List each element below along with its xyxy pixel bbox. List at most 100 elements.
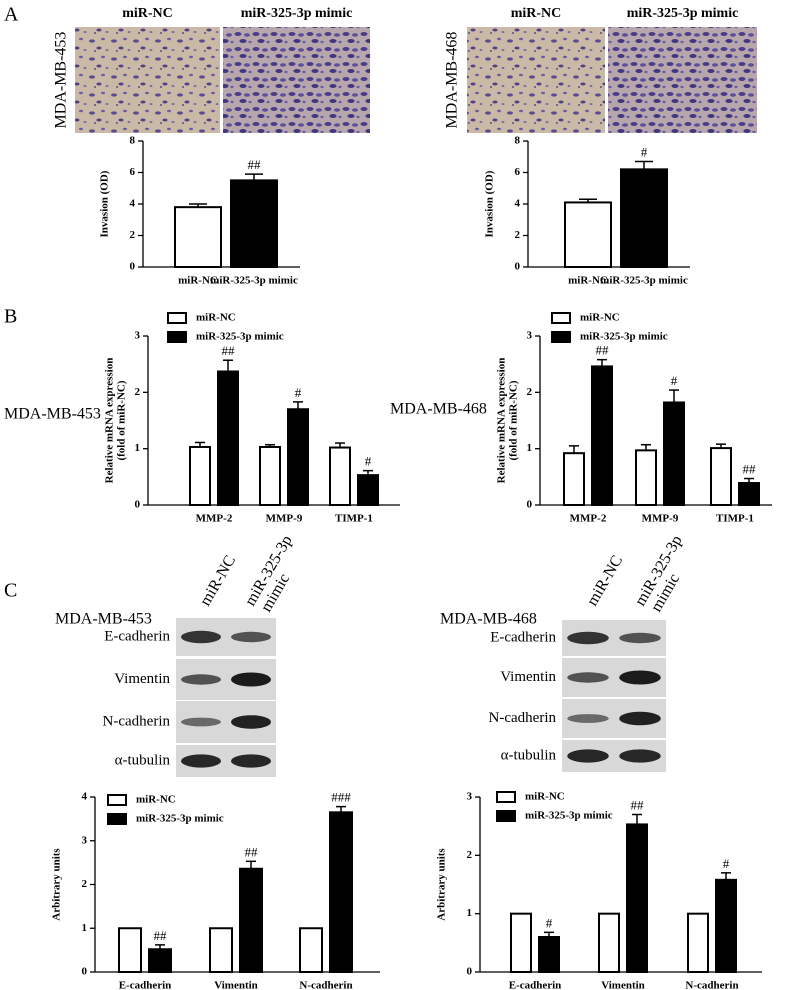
blot-band (181, 674, 221, 685)
bar (564, 201, 612, 268)
bar (663, 401, 685, 506)
legend-label: miR-NC (196, 312, 236, 324)
legend-label: miR-NC (580, 312, 620, 324)
x-tick-label: TIMP-1 (716, 513, 754, 525)
x-tick-label: TIMP-1 (335, 513, 373, 525)
blot-band (567, 749, 609, 763)
y-tick-label: 2 (527, 386, 533, 398)
significance-label: ## (631, 797, 645, 812)
legend-label: miR-325-3p mimic (196, 331, 284, 343)
bar (287, 408, 309, 507)
significance-label: ## (596, 343, 610, 358)
y-tick-label: 8 (130, 135, 136, 147)
x-tick-label: Vimentin (214, 980, 258, 990)
y-axis-label: Relative mRNA expression (496, 358, 508, 484)
bar (591, 365, 613, 507)
x-tick-label: MMP-2 (196, 513, 233, 525)
y-axis-label: (fold of miR-NC) (508, 380, 520, 460)
y-tick-label: 3 (527, 330, 533, 342)
cell-line-label: MDA-MB-468 (390, 401, 487, 418)
bar (118, 927, 142, 973)
x-tick-label: N-cadherin (685, 980, 738, 990)
blot-band (567, 631, 609, 645)
significance-label: ## (245, 844, 259, 859)
y-tick-label: 2 (135, 386, 141, 398)
y-tick-label: 0 (135, 499, 141, 511)
blot-band (567, 672, 609, 683)
micrograph-label: miR-325-3p mimic (627, 6, 739, 21)
legend-label: miR-NC (525, 791, 565, 803)
significance-label: # (546, 915, 553, 930)
significance-label: ## (743, 462, 757, 477)
y-tick-label: 6 (515, 166, 521, 178)
y-tick-label: 4 (130, 198, 136, 210)
blot-band (619, 670, 661, 685)
x-tick-label: E-cadherin (509, 980, 562, 990)
x-tick-label: miR-325-3p mimic (210, 275, 298, 287)
blot-band (181, 717, 221, 727)
x-tick-label: miR-325-3p mimic (600, 275, 688, 287)
blot-band (181, 754, 221, 768)
significance-label: ### (331, 790, 351, 805)
blot-row-label: E-cadherin (104, 628, 170, 644)
cell-line-label: MDA-MB-453 (4, 406, 101, 423)
micrograph (223, 27, 370, 133)
y-axis-label: Invasion (OD) (484, 170, 496, 237)
significance-label: # (295, 385, 302, 400)
cell-line-label: MDA-MB-453 (55, 611, 152, 628)
blot-band (619, 749, 661, 763)
bar (357, 474, 379, 507)
bar (510, 912, 532, 974)
significance-label: ## (248, 157, 262, 172)
y-tick-label: 1 (135, 442, 141, 454)
blot-row-label: N-cadherin (103, 713, 171, 729)
legend-label: miR-325-3p mimic (525, 810, 613, 822)
y-tick-label: 1 (467, 907, 473, 919)
bar (329, 446, 351, 507)
micrograph-label: miR-325-3p mimic (241, 6, 353, 21)
legend-swatch (167, 331, 187, 343)
bar (174, 206, 222, 268)
legend-swatch (496, 791, 516, 803)
blot-band (619, 632, 661, 644)
bar (635, 449, 657, 506)
panel-label: C (4, 580, 17, 602)
y-tick-label: 0 (527, 499, 533, 511)
blot-band (231, 631, 271, 643)
x-tick-label: E-cadherin (119, 980, 172, 990)
legend-swatch (107, 813, 127, 825)
significance-label: ## (154, 928, 168, 943)
significance-label: # (641, 144, 648, 159)
bar (217, 370, 239, 506)
x-tick-label: miR-NC (568, 275, 608, 287)
x-tick-label: MMP-9 (642, 513, 679, 525)
y-tick-label: 2 (515, 229, 521, 241)
bar (189, 445, 211, 506)
bar (329, 811, 353, 973)
y-tick-label: 1 (527, 442, 533, 454)
micrograph-label: miR-NC (511, 6, 562, 21)
blot-row-label: α-tubulin (115, 752, 171, 768)
y-axis-label: Invasion (OD) (99, 170, 111, 237)
significance-label: # (723, 856, 730, 871)
y-axis-label: Arbitrary units (51, 848, 63, 921)
blot-band (231, 672, 271, 687)
y-tick-label: 0 (515, 261, 521, 273)
legend-swatch (551, 331, 571, 343)
y-axis-label: Relative mRNA expression (104, 358, 116, 484)
y-tick-label: 2 (467, 849, 473, 861)
y-tick-label: 3 (82, 834, 88, 846)
bar (620, 168, 668, 269)
significance-label: ## (222, 343, 236, 358)
cell-line-label: MDA-MB-453 (53, 32, 70, 129)
cell-line-label: MDA-MB-468 (440, 611, 537, 628)
legend-swatch (167, 312, 187, 324)
blot-band (231, 754, 271, 768)
bar (538, 936, 560, 973)
x-tick-label: N-cadherin (299, 980, 352, 990)
bar (563, 452, 585, 507)
micrograph (467, 27, 605, 133)
bar (259, 445, 281, 506)
y-tick-label: 2 (130, 229, 136, 241)
